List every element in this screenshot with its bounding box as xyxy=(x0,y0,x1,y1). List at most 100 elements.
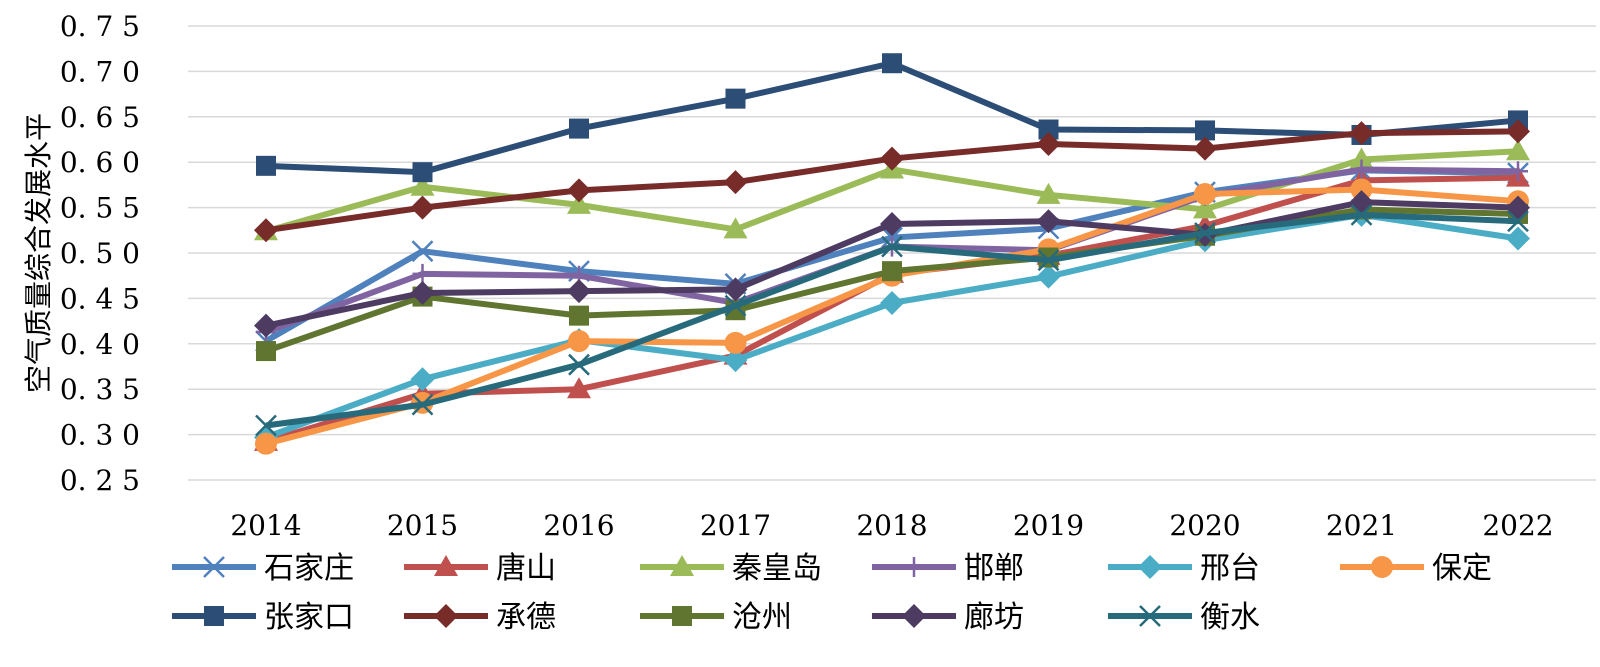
data-point xyxy=(1350,178,1373,201)
legend-item: 廊坊 xyxy=(872,600,1024,635)
data-point xyxy=(1038,119,1059,140)
legend-marker xyxy=(204,606,224,626)
legend-item: 邯郸 xyxy=(872,551,1024,586)
x-tick-label: 2022 xyxy=(1482,509,1553,542)
data-point xyxy=(725,88,746,109)
data-point xyxy=(256,155,276,176)
series-11 xyxy=(255,203,1529,437)
legend-marker xyxy=(434,604,458,628)
data-point xyxy=(567,192,591,214)
legend-marker xyxy=(1139,605,1161,627)
data-point xyxy=(412,263,433,284)
y-tick-label: 0. 2 5 xyxy=(60,464,140,497)
y-tick-label: 0. 7 0 xyxy=(60,55,140,88)
data-point xyxy=(568,330,590,353)
data-point xyxy=(410,280,435,305)
legend-marker xyxy=(203,556,225,578)
legend-marker xyxy=(670,555,694,576)
legend-marker xyxy=(902,604,926,628)
data-point xyxy=(1508,161,1528,182)
data-point xyxy=(1036,182,1061,204)
data-point xyxy=(1349,121,1374,146)
data-point xyxy=(255,414,277,437)
data-point xyxy=(567,178,591,203)
data-point xyxy=(254,313,278,338)
legend-label: 保定 xyxy=(1432,551,1492,586)
data-point xyxy=(1350,203,1373,226)
legend-label: 秦皇岛 xyxy=(732,551,822,586)
x-tick-label: 2017 xyxy=(700,509,771,542)
legend-marker xyxy=(1371,556,1393,578)
data-point xyxy=(882,261,902,282)
legend-label: 承德 xyxy=(496,600,556,635)
data-point xyxy=(723,348,748,373)
y-tick-label: 0. 3 0 xyxy=(60,419,140,452)
data-point xyxy=(881,235,903,258)
data-point xyxy=(1506,226,1530,251)
y-tick-label: 0. 7 5 xyxy=(60,10,140,43)
y-axis-label: 空气质量综合发展水平 xyxy=(22,113,55,393)
legend-marker xyxy=(904,557,924,577)
series-7 xyxy=(256,53,1528,183)
data-point xyxy=(1506,119,1530,144)
data-point xyxy=(724,331,747,354)
y-tick-label: 0. 5 5 xyxy=(60,192,140,225)
legend-label: 张家口 xyxy=(264,600,354,635)
y-tick-label: 0. 6 5 xyxy=(60,101,140,134)
y-tick-label: 0. 4 5 xyxy=(60,282,140,315)
data-point xyxy=(256,341,276,362)
legend-item: 石家庄 xyxy=(172,551,354,586)
data-point xyxy=(723,217,748,239)
legend-item: 承德 xyxy=(404,600,556,635)
data-point xyxy=(1193,197,1217,219)
data-point xyxy=(1037,249,1060,272)
data-point xyxy=(880,211,904,236)
data-point xyxy=(1036,264,1061,289)
series-8 xyxy=(254,119,1530,243)
data-point xyxy=(1194,222,1216,244)
data-point xyxy=(723,170,748,195)
data-point xyxy=(882,53,902,74)
data-point xyxy=(880,290,904,315)
legend-label: 邢台 xyxy=(1200,551,1260,586)
legend-marker xyxy=(1138,555,1162,579)
legend-label: 衡水 xyxy=(1200,600,1260,635)
legend-item: 保定 xyxy=(1340,551,1492,586)
legend-label: 沧州 xyxy=(732,600,792,635)
x-tick-label: 2014 xyxy=(230,509,301,542)
data-point xyxy=(1194,182,1216,205)
legend-label: 石家庄 xyxy=(264,551,354,586)
legend-item: 衡水 xyxy=(1108,600,1260,635)
legend-marker xyxy=(672,606,692,626)
legend-item: 秦皇岛 xyxy=(640,551,822,586)
data-point xyxy=(255,432,277,455)
data-point xyxy=(880,146,904,171)
legend-marker xyxy=(434,555,458,576)
y-tick-label: 0. 5 0 xyxy=(60,237,140,270)
x-tick-label: 2021 xyxy=(1326,509,1397,542)
legend-item: 邢台 xyxy=(1108,551,1260,586)
legend-item: 张家口 xyxy=(172,600,354,635)
data-point xyxy=(410,367,435,392)
data-point xyxy=(1036,209,1061,234)
y-tick-label: 0. 6 0 xyxy=(60,146,140,179)
data-point xyxy=(1351,159,1372,180)
legend-item: 唐山 xyxy=(404,551,556,586)
x-tick-label: 2019 xyxy=(1013,509,1084,542)
legend-label: 邯郸 xyxy=(964,551,1024,586)
data-point xyxy=(1349,147,1374,169)
y-axis-ticks: 0. 2 5 0. 3 0 0. 3 5 0. 4 0 0. 4 5 0. 5 0 0. 5… xyxy=(60,10,140,497)
data-point xyxy=(1193,136,1217,161)
data-point xyxy=(724,294,747,317)
data-point xyxy=(1036,132,1061,157)
data-point xyxy=(411,240,434,263)
data-point xyxy=(567,377,591,399)
data-point xyxy=(412,162,433,183)
data-point xyxy=(411,393,434,416)
data-point xyxy=(569,305,589,326)
x-axis-ticks: 2014 2015 2016 2017 2018 2019 2020 2021 2022 xyxy=(230,509,1553,542)
data-point xyxy=(723,277,748,302)
x-tick-label: 2016 xyxy=(543,509,614,542)
